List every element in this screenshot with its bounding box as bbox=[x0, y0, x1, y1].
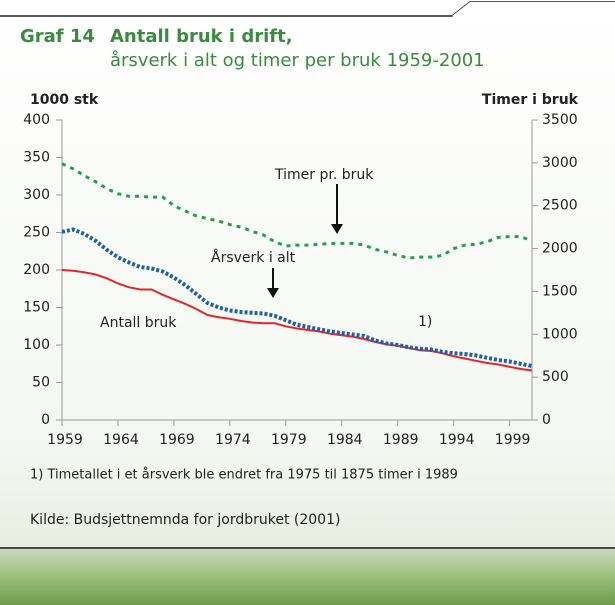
x-tick-label: 1979 bbox=[271, 432, 307, 448]
source: Kilde: Budsjettnemnda for jordbruket (20… bbox=[30, 512, 340, 528]
annotation: 1) bbox=[418, 314, 432, 330]
y-tick-label: 0 bbox=[41, 412, 50, 428]
y2-tick-label: 500 bbox=[542, 369, 569, 385]
y-tick-label: 350 bbox=[23, 150, 50, 166]
y-tick-label: 150 bbox=[23, 300, 50, 316]
x-tick-label: 1959 bbox=[47, 432, 83, 448]
meadow-band bbox=[0, 548, 615, 605]
figure-label: Graf 14 bbox=[20, 26, 95, 47]
series-label: Årsverk i alt bbox=[211, 249, 296, 266]
x-tick-label: 1999 bbox=[495, 432, 531, 448]
y2-axis-label: Timer i bruk bbox=[482, 92, 579, 108]
y-tick-label: 300 bbox=[23, 187, 50, 203]
y-tick-label: 400 bbox=[23, 112, 50, 128]
y-tick-label: 200 bbox=[23, 262, 50, 278]
y-tick-label: 100 bbox=[23, 337, 50, 353]
chart-title: Antall bruk i drift, bbox=[110, 26, 293, 47]
y-axis-label: 1000 stk bbox=[30, 92, 99, 108]
x-tick-label: 1994 bbox=[439, 432, 475, 448]
footnote: 1) Timetallet i et årsverk ble endret fr… bbox=[30, 468, 458, 483]
header-tab bbox=[452, 2, 615, 16]
y2-tick-label: 3500 bbox=[542, 112, 578, 128]
x-tick-label: 1989 bbox=[383, 432, 419, 448]
chart: Graf 14 Antall bruk i drift, årsverk i a… bbox=[0, 0, 615, 605]
series-label: Timer pr. bruk bbox=[274, 167, 374, 183]
x-tick-label: 1984 bbox=[327, 432, 363, 448]
y2-tick-label: 0 bbox=[542, 412, 551, 428]
y2-tick-label: 1000 bbox=[542, 326, 578, 342]
y2-tick-label: 2000 bbox=[542, 241, 578, 257]
series-label: Antall bruk bbox=[100, 315, 177, 331]
x-tick-label: 1969 bbox=[159, 432, 195, 448]
y2-tick-label: 2500 bbox=[542, 198, 578, 214]
x-tick-label: 1964 bbox=[103, 432, 139, 448]
y-tick-label: 50 bbox=[32, 375, 50, 391]
y2-tick-label: 1500 bbox=[542, 283, 578, 299]
y2-tick-label: 3000 bbox=[542, 155, 578, 171]
x-tick-label: 1974 bbox=[215, 432, 251, 448]
y-tick-label: 250 bbox=[23, 225, 50, 241]
chart-subtitle: årsverk i alt og timer per bruk 1959-200… bbox=[110, 50, 485, 71]
